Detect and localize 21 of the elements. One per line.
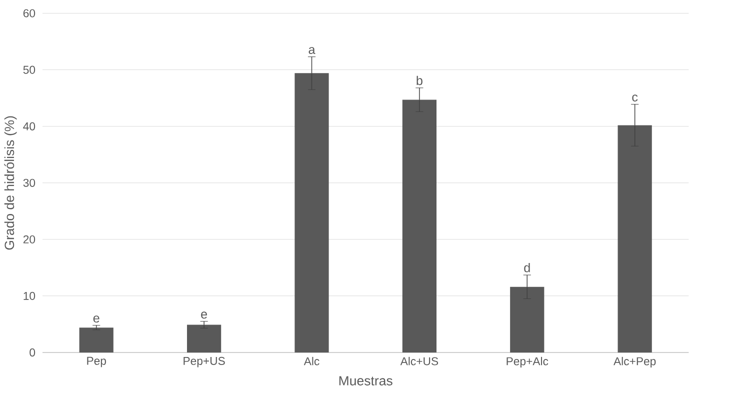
annotation: a (308, 47, 316, 54)
y-tick-label: 10 (24, 292, 36, 300)
y-axis-title: Grado de hidrólisis (%) (4, 116, 17, 250)
x-axis-title: Muestras (339, 376, 392, 386)
y-tick-label: 40 (23, 122, 36, 130)
annotation: c (632, 94, 638, 102)
annotation: b (416, 76, 422, 86)
x-tick-label: Pep (87, 356, 106, 368)
x-tick-label: Alc+US (400, 356, 438, 366)
annotation: d (524, 262, 530, 272)
y-tick-label: 30 (23, 178, 36, 187)
annotation: e (201, 312, 207, 319)
x-tick-label: Pep+US (184, 356, 225, 368)
annotation: e (93, 316, 100, 323)
y-tick-label: 50 (23, 66, 36, 74)
x-tick-label: Pep+Alc (506, 356, 548, 368)
y-tick-label: 60 (23, 9, 36, 18)
y-tick-label: 20 (23, 235, 36, 244)
x-tick-label: Alc (304, 356, 320, 366)
y-tick-label: 0 (30, 348, 36, 356)
x-tick-label: Alc+Pep (614, 356, 656, 368)
